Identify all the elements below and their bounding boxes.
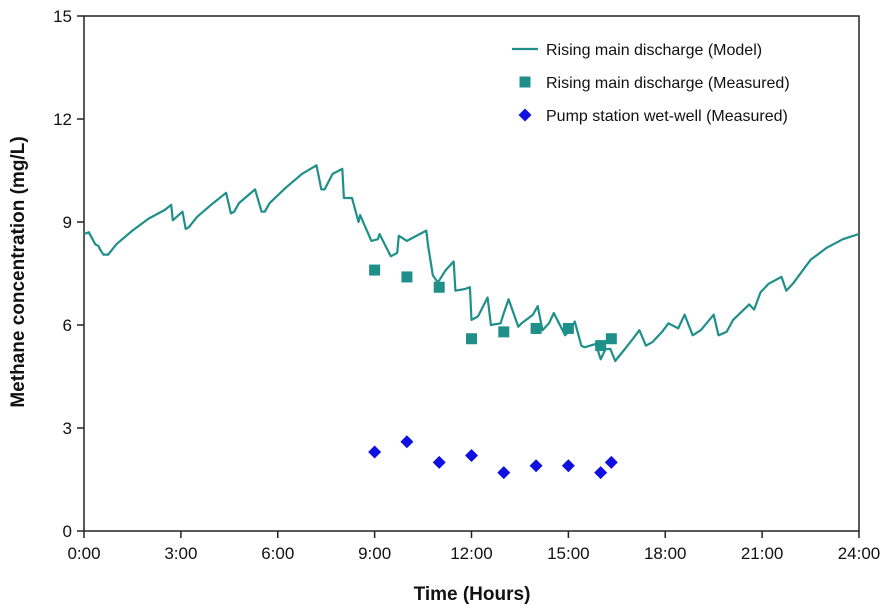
y-axis-title: Methane concentration (mg/L) <box>8 136 29 407</box>
x-tick-label: 6:00 <box>261 544 294 563</box>
x-tick-label: 24:00 <box>838 544 881 563</box>
x-axis: 0:00 3:00 6:00 9:00 12:00 15:00 18:00 21:00 24:0… <box>67 531 880 563</box>
x-tick-label: 9:00 <box>358 544 391 563</box>
measured-discharge-point <box>605 333 617 345</box>
measured-discharge-point <box>369 264 381 276</box>
measured-discharge-point <box>530 322 542 334</box>
measured-discharge-point <box>595 340 607 352</box>
x-tick-label: 15:00 <box>547 544 590 563</box>
measured-discharge-point <box>562 322 574 334</box>
x-tick-label: 0:00 <box>67 544 100 563</box>
wet-well-point <box>594 466 608 480</box>
series-layer <box>83 164 860 480</box>
wet-well-point <box>432 455 446 469</box>
y-tick-label: 0 <box>63 522 72 541</box>
y-tick-label: 9 <box>63 213 72 232</box>
y-axis: 0 3 6 9 12 15 <box>53 7 84 541</box>
y-tick-label: 15 <box>53 7 72 26</box>
model-line <box>83 164 860 363</box>
wet-well-point <box>368 445 382 459</box>
wet-well-point <box>561 459 575 473</box>
y-tick-label: 6 <box>63 316 72 335</box>
x-tick-label: 3:00 <box>164 544 197 563</box>
wet-well-point <box>497 466 511 480</box>
wet-well-point <box>400 435 414 449</box>
x-axis-title: Time (Hours) <box>414 584 531 605</box>
legend-label: Pump station wet-well (Measured) <box>546 108 788 125</box>
wet-well-point <box>529 459 543 473</box>
y-tick-label: 3 <box>63 419 72 438</box>
measured-discharge-point <box>498 326 510 338</box>
measured-discharge-point <box>401 271 413 283</box>
measured-discharge-point <box>466 333 477 345</box>
wet-well-point <box>465 448 478 462</box>
measured-discharge-point <box>433 281 445 293</box>
legend: Rising main discharge (Model) Rising main… <box>512 42 790 125</box>
legend-marker-swatch <box>519 76 531 88</box>
wet-well-point <box>604 455 618 469</box>
legend-marker-swatch <box>518 108 532 122</box>
y-tick-label: 12 <box>53 110 72 129</box>
legend-label: Rising main discharge (Measured) <box>546 75 790 92</box>
x-tick-label: 12:00 <box>450 544 493 563</box>
legend-label: Rising main discharge (Model) <box>546 42 762 59</box>
x-tick-label: 21:00 <box>741 544 784 563</box>
x-tick-label: 18:00 <box>644 544 687 563</box>
